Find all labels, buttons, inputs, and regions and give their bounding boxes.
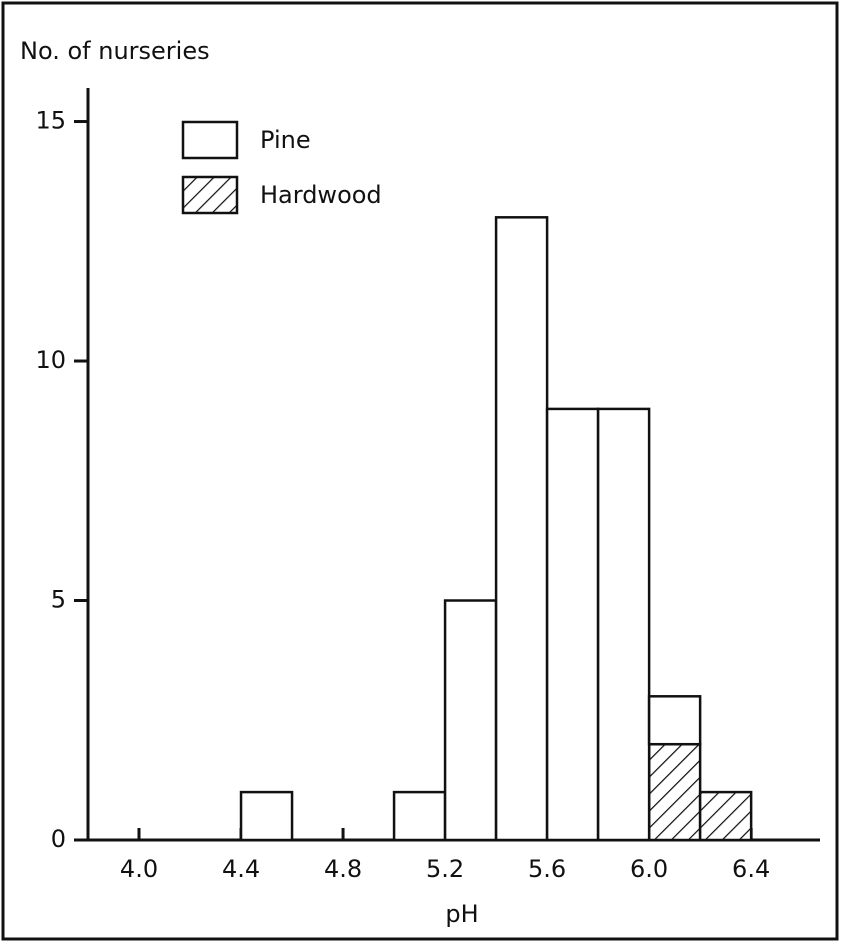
- bar: [647, 695, 702, 746]
- bar: [545, 407, 600, 842]
- legend-label: Hardwood: [260, 181, 382, 209]
- y-tick-label: 5: [51, 586, 66, 614]
- bar: [698, 790, 753, 842]
- bar: [392, 790, 447, 842]
- x-tick-label: 5.2: [426, 855, 464, 883]
- bar: [596, 407, 651, 842]
- y-tick-label: 10: [35, 346, 66, 374]
- x-tick-label: 6.4: [732, 855, 770, 883]
- bar: [647, 742, 702, 842]
- x-tick-label: 6.0: [630, 855, 668, 883]
- x-tick-label: 5.6: [528, 855, 566, 883]
- x-tick-label: 4.4: [222, 855, 260, 883]
- y-tick-label: 15: [35, 107, 66, 135]
- legend-swatch: [181, 175, 239, 215]
- bar: [443, 599, 498, 842]
- legend-swatch: [181, 120, 239, 160]
- x-axis-label: pH: [445, 900, 478, 928]
- bar: [494, 216, 549, 842]
- legend-label: Pine: [260, 126, 311, 154]
- y-axis-label: No. of nurseries: [20, 37, 210, 65]
- x-tick-label: 4.0: [120, 855, 158, 883]
- bar: [239, 790, 294, 842]
- y-tick-label: 0: [51, 825, 66, 853]
- x-tick-label: 4.8: [324, 855, 362, 883]
